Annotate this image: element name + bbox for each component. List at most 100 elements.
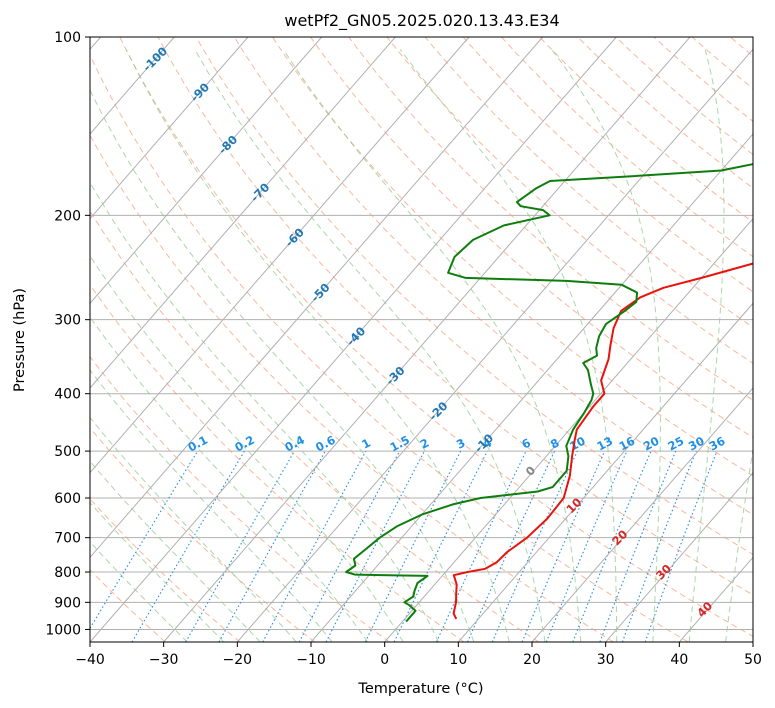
dry-adiabat bbox=[90, 427, 315, 642]
dry-adiabat bbox=[501, 37, 753, 258]
isotherm bbox=[531, 387, 753, 642]
y-tick-label: 800 bbox=[54, 565, 81, 581]
x-tick-label: −30 bbox=[149, 652, 179, 668]
x-tick-label: −10 bbox=[296, 652, 326, 668]
mixing-ratio-label: 16 bbox=[617, 434, 638, 454]
dry-adiabat bbox=[90, 355, 390, 642]
dry-adiabat bbox=[310, 37, 753, 439]
isotherm bbox=[90, 37, 544, 559]
dry-adiabat bbox=[90, 53, 689, 642]
moist-adiabat bbox=[125, 49, 510, 642]
dry-adiabat-label: -90 bbox=[188, 80, 213, 105]
isotherm bbox=[752, 641, 753, 642]
dry-adiabat bbox=[119, 37, 753, 638]
dry-adiabat-label: -100 bbox=[140, 44, 170, 74]
mixing-ratio-line bbox=[621, 450, 697, 642]
mixing-ratio-line bbox=[491, 450, 578, 642]
moist-adiabat bbox=[90, 460, 261, 642]
moist-adiabat bbox=[725, 446, 753, 642]
mixing-ratio-line bbox=[393, 450, 488, 642]
isotherm bbox=[384, 217, 753, 642]
mixing-ratio-label: 3 bbox=[454, 436, 468, 452]
x-axis-ticks: −40 −30 −20 −10 0 10 20 30 40 50 bbox=[75, 642, 762, 668]
mixing-ratio-line bbox=[644, 450, 718, 642]
mixing-ratio-label: 13 bbox=[594, 434, 615, 454]
moist-adiabat bbox=[90, 541, 188, 642]
moist-adiabat bbox=[90, 88, 475, 642]
moist-adiabat bbox=[399, 49, 618, 642]
x-tick-label: −40 bbox=[75, 652, 105, 668]
moist-adiabat bbox=[90, 416, 297, 642]
dry-adiabat-label: -40 bbox=[344, 324, 369, 349]
dry-adiabat-label: -60 bbox=[282, 225, 307, 250]
profile-series bbox=[345, 163, 753, 623]
y-tick-label: 400 bbox=[54, 387, 81, 403]
mixing-ratio-label: 30 bbox=[686, 434, 707, 454]
isotherm bbox=[310, 133, 753, 642]
dry-adiabat-label: -50 bbox=[308, 280, 333, 305]
plot-frame bbox=[89, 36, 754, 643]
mixing-ratio-line bbox=[90, 450, 199, 630]
mixing-ratio-label: 36 bbox=[707, 434, 728, 454]
isotherm bbox=[678, 556, 753, 642]
y-tick-label: 300 bbox=[54, 313, 81, 329]
chart-title: wetPf2_GN05.2025.020.13.43.E34 bbox=[284, 11, 559, 31]
mixing-ratio-label: 25 bbox=[665, 434, 686, 454]
mixing-ratio-label: 20 bbox=[641, 434, 662, 454]
moist-adiabat-label: 20 bbox=[609, 527, 630, 548]
dry-adiabat bbox=[195, 37, 753, 555]
dry-adiabat bbox=[90, 134, 614, 642]
y-axis-label: Pressure (hPa) bbox=[12, 288, 28, 392]
isotherm bbox=[90, 37, 617, 642]
x-axis-label: Temperature (°C) bbox=[357, 681, 483, 697]
isotherm bbox=[457, 302, 753, 642]
x-tick-label: −20 bbox=[223, 652, 253, 668]
dry-adiabat bbox=[272, 37, 753, 477]
dry-adiabat bbox=[386, 37, 753, 365]
x-tick-label: 20 bbox=[523, 652, 541, 668]
moist-adiabat bbox=[194, 49, 546, 642]
mixing-ratio-line bbox=[218, 450, 326, 642]
dry-adiabat bbox=[769, 37, 775, 642]
moist-adiabat-label: 0 bbox=[523, 463, 539, 479]
dry-adiabat-label: -20 bbox=[426, 399, 451, 424]
mixing-ratio-line bbox=[298, 450, 401, 642]
mixing-ratio-line bbox=[599, 450, 677, 642]
dry-adiabat-label: -10 bbox=[472, 431, 497, 456]
mixing-ratio-label: 1 bbox=[359, 436, 373, 452]
y-tick-label: 500 bbox=[54, 444, 81, 460]
y-tick-label: 200 bbox=[54, 208, 81, 224]
dry-adiabat bbox=[90, 569, 166, 642]
mixing-ratio-line bbox=[262, 450, 367, 642]
mixing-ratio-label: 2 bbox=[418, 436, 432, 452]
y-axis-ticks: 100 200 300 400 500 600 700 800 900 1000 bbox=[45, 30, 90, 638]
y-tick-label: 1000 bbox=[45, 622, 81, 638]
dry-adiabat bbox=[157, 37, 753, 596]
moist-adiabat bbox=[90, 254, 404, 642]
moist-adiabat bbox=[90, 181, 439, 642]
dry-adiabat bbox=[90, 210, 540, 642]
mixing-ratio-line bbox=[545, 450, 628, 642]
mixing-ratio-line bbox=[435, 450, 527, 642]
isotherm bbox=[90, 37, 249, 220]
moist-adiabat bbox=[688, 49, 725, 642]
dry-adiabat bbox=[348, 37, 753, 401]
y-tick-label: 900 bbox=[54, 595, 81, 611]
x-tick-label: 10 bbox=[449, 652, 467, 668]
moist-adiabat bbox=[90, 369, 333, 642]
x-tick-label: 50 bbox=[744, 652, 762, 668]
mixing-ratio-label: 10 bbox=[567, 434, 588, 454]
moist-adiabat bbox=[551, 49, 661, 642]
mixing-ratio-line bbox=[572, 450, 652, 642]
x-tick-label: 30 bbox=[597, 652, 615, 668]
dry-adiabat-label: -80 bbox=[216, 132, 241, 157]
isotherm bbox=[163, 37, 691, 642]
dewpoint-profile-line bbox=[345, 163, 753, 623]
dry-adiabat bbox=[615, 37, 753, 156]
mixing-ratio-line bbox=[521, 450, 606, 642]
mixing-ratio-label: 8 bbox=[548, 436, 562, 452]
isotherm bbox=[90, 37, 470, 474]
dry-adiabat bbox=[90, 498, 241, 642]
moist-adiabat bbox=[90, 316, 369, 642]
dry-adiabat bbox=[90, 283, 465, 642]
